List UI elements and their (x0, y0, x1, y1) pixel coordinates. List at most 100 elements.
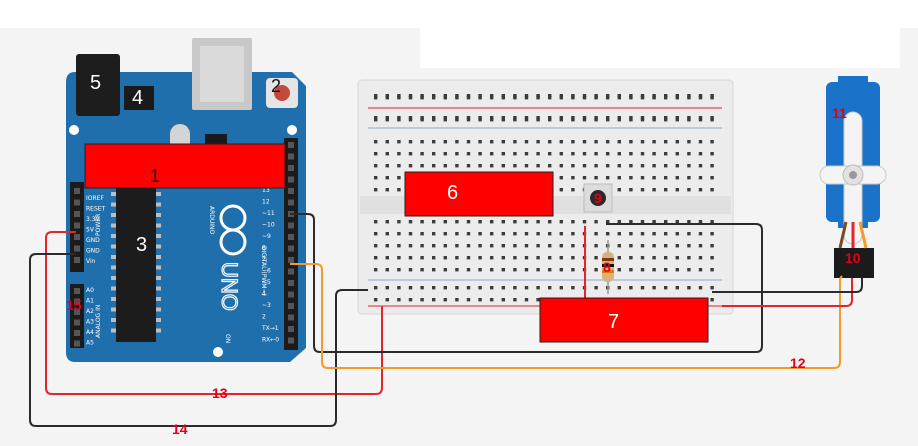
digital-label: DIGITAL (PWM~) (260, 246, 267, 296)
breadboard-hole (397, 298, 401, 302)
breadboard-hole (664, 116, 668, 120)
power-pin-label: Vin (86, 258, 96, 265)
breadboard-hole (524, 152, 529, 156)
breadboard-hole (698, 176, 703, 180)
breadboard-hole (513, 94, 517, 98)
breadboard-hole (408, 298, 413, 302)
breadboard-hole (698, 256, 703, 260)
wire-black-pin11 (290, 213, 763, 353)
breadboard-hole (513, 140, 517, 144)
breadboard-hole (559, 94, 563, 98)
breadboard-hole (374, 118, 378, 122)
breadboard-hole (652, 232, 656, 236)
breadboard-hole (710, 244, 714, 248)
breadboard-hole (432, 140, 436, 144)
breadboard-hole (664, 164, 668, 168)
breadboard-hole (443, 140, 447, 144)
breadboard-hole (478, 94, 482, 98)
label-12: 12 (790, 355, 806, 371)
breadboard-hole (710, 152, 714, 156)
breadboard-hole (698, 268, 703, 272)
breadboard-hole (432, 116, 436, 120)
breadboard-hole (559, 268, 563, 272)
breadboard-hole (559, 152, 563, 156)
breadboard-hole (617, 268, 621, 272)
breadboard-hole (420, 140, 424, 144)
breadboard-hole (548, 116, 552, 120)
breadboard-hole (501, 96, 505, 100)
breadboard-hole (501, 298, 505, 302)
breadboard-hole (385, 256, 389, 260)
breadboard-hole (432, 96, 436, 100)
header-hole (74, 199, 80, 206)
breadboard-hole (443, 118, 447, 122)
label-10: 10 (845, 250, 861, 266)
label-2: 2 (271, 76, 281, 96)
header-hole (288, 337, 294, 344)
analog-label: ANALOG IN (95, 305, 102, 338)
breadboard-hole (420, 232, 424, 236)
digital-pin-label: ~5 (262, 279, 271, 286)
chip-pin (156, 192, 161, 196)
breadboard-hole (675, 140, 679, 144)
breadboard-hole (571, 96, 575, 100)
breadboard-hole (397, 176, 401, 180)
redbox-1 (84, 143, 286, 189)
breadboard-hole (536, 256, 540, 260)
analog-pin-label: A0 (86, 287, 94, 294)
breadboard-hole (478, 286, 482, 290)
header-hole (74, 257, 80, 263)
breadboard-hole (374, 286, 378, 290)
breadboard-hole (710, 118, 714, 122)
breadboard-hole (513, 298, 517, 302)
breadboard-hole (501, 116, 505, 120)
breadboard-hole (582, 118, 587, 122)
breadboard-hole (571, 164, 575, 168)
breadboard-hole (664, 220, 668, 224)
breadboard-hole (536, 268, 540, 272)
digital-pin-label: RX←0 (262, 337, 279, 344)
breadboard-hole (478, 152, 482, 156)
breadboard-hole (397, 140, 401, 144)
breadboard-hole (559, 176, 563, 180)
label-13: 13 (212, 385, 228, 401)
breadboard-hole (443, 94, 447, 98)
breadboard-hole (385, 286, 389, 290)
breadboard-hole (652, 140, 656, 144)
breadboard-hole (490, 140, 494, 144)
breadboard-hole (385, 176, 389, 180)
breadboard-hole (420, 298, 424, 302)
breadboard-hole (571, 116, 575, 120)
chip-pin (156, 276, 161, 280)
breadboard-hole (675, 116, 679, 120)
breadboard-hole (698, 188, 703, 192)
chip-pins (111, 192, 161, 333)
breadboard-hole (432, 298, 436, 302)
breadboard-hole (397, 268, 401, 272)
breadboard-hole (559, 118, 563, 122)
breadboard-hole (606, 232, 610, 236)
breadboard-hole (466, 268, 471, 272)
breadboard-hole (571, 286, 575, 290)
breadboard-hole (629, 188, 633, 192)
breadboard-hole (466, 164, 471, 168)
breadboard-hole (559, 232, 563, 236)
header-hole (74, 222, 80, 229)
breadboard-hole (420, 118, 424, 122)
breadboard-hole (571, 220, 575, 224)
header-hole (288, 280, 294, 286)
breadboard-hole (559, 244, 563, 248)
breadboard-hole (617, 96, 621, 100)
breadboard-hole (687, 118, 691, 122)
breadboard-hole (664, 256, 668, 260)
breadboard-hole (687, 140, 691, 144)
header-hole (288, 222, 294, 229)
breadboard-hole (466, 244, 471, 248)
breadboard-hole (559, 96, 563, 100)
breadboard-hole (640, 286, 645, 290)
breadboard-hole (385, 140, 389, 144)
resistor (602, 240, 614, 294)
breadboard-hole (408, 116, 413, 120)
breadboard-hole (408, 286, 413, 290)
power-pin-label: GND (86, 237, 100, 244)
